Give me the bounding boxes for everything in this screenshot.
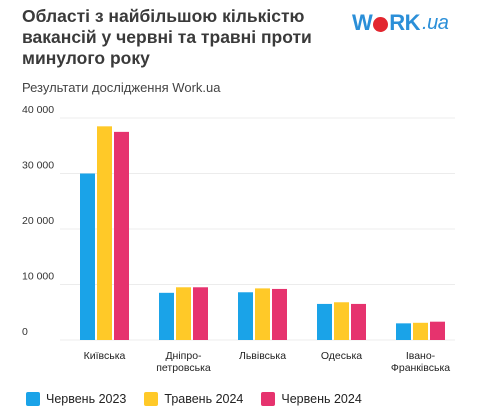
bar-2-1 (255, 288, 270, 340)
logo-dot-icon (373, 16, 389, 32)
y-tick-label-1: 10 000 (22, 271, 54, 283)
bar-1-0 (159, 292, 174, 340)
legend-swatch-0 (26, 392, 40, 406)
y-tick-label-3: 30 000 (22, 160, 54, 172)
bar-chart: 0 10 000 20 000 30 000 40 000 Київська Дніпро-… (22, 104, 455, 374)
work-ua-logo: W RK .ua (352, 10, 449, 36)
chart-title: Області з найбільшою кількістю вакансій … (22, 6, 312, 68)
y-tick-label-2: 20 000 (22, 215, 54, 227)
bar-4-1 (413, 322, 428, 340)
legend-swatch-1 (144, 392, 159, 406)
legend-item-0: Червень 2023 (26, 392, 126, 406)
bar-3-2 (351, 303, 366, 340)
x-tick-label-3: Одеська (321, 350, 362, 362)
bar-2-0 (238, 292, 253, 340)
x-tick-label-2: Львівська (239, 350, 286, 362)
legend-label-1: Травень 2024 (164, 392, 244, 406)
x-tick-label-0: Київська (84, 350, 126, 362)
bar-1-1 (176, 287, 191, 340)
bar-0-2 (114, 131, 129, 340)
bar-4-0 (396, 323, 411, 340)
bar-1-2 (193, 287, 208, 340)
x-tick-label-1-line-0: Дніпро- (165, 350, 202, 362)
bar-3-0 (317, 303, 332, 340)
legend-swatch-2 (261, 392, 276, 406)
y-tick-label-4: 40 000 (22, 104, 54, 116)
bar-0-1 (97, 126, 112, 340)
x-tick-label-1-line-1: петровська (156, 362, 211, 374)
bar-4-2 (430, 321, 445, 340)
bar-0-0 (80, 173, 95, 340)
legend-item-1: Травень 2024 (144, 392, 243, 406)
logo-text-left: W (352, 10, 373, 35)
legend-label-0: Червень 2023 (46, 392, 127, 406)
bar-2-2 (272, 288, 287, 340)
x-tick-label-4-line-1: Франківська (391, 362, 450, 374)
legend-item-2: Червень 2024 (261, 392, 362, 406)
chart-legend: Червень 2023 Травень 2024 Червень 2024 (26, 392, 362, 406)
logo-text-right: RK (389, 10, 421, 35)
logo-suffix: .ua (422, 11, 449, 34)
bar-3-1 (334, 302, 349, 340)
x-tick-label-4-line-0: Івано- (406, 350, 436, 362)
chart-subtitle: Результати дослідження Work.ua (22, 80, 221, 95)
legend-label-2: Червень 2024 (281, 392, 362, 406)
y-tick-label-0: 0 (22, 326, 28, 338)
